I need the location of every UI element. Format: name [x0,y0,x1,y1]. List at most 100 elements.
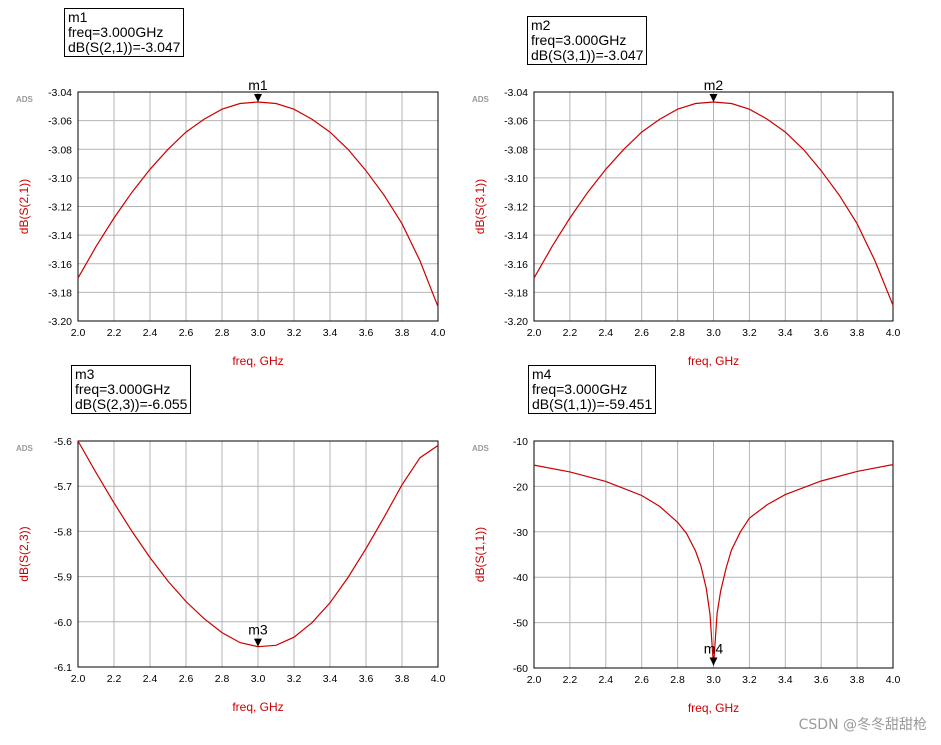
marker-readout-value: dB(S(2,3))=-6.055 [75,396,188,412]
x-tick-label: 3.0 [706,327,721,339]
y-tick-label: -40 [513,572,528,584]
marker-triangle [709,657,718,666]
plot-frame [533,91,894,322]
plot-frame [77,91,439,322]
x-tick-label: 4.0 [431,327,446,339]
y-tick-label: -3.16 [504,259,528,271]
marker-readout-value: dB(S(1,1))=-59.451 [532,396,653,412]
y-tick-label: -3.08 [48,144,72,156]
x-tick-label: 3.4 [778,674,793,686]
y-tick-label: -6.0 [54,617,72,629]
x-tick-label: 2.0 [71,327,86,339]
marker-readout-m4[interactable]: m4 freq=3.000GHz dB(S(1,1))=-59.451 [528,365,657,414]
x-tick-label: 2.0 [71,673,86,685]
y-axis-label: dB(S(2,3)) [17,526,31,581]
x-tick-label: 3.6 [814,674,829,686]
x-tick-label: 2.4 [598,674,613,686]
x-tick-label: 3.0 [251,673,266,685]
x-axis-label: freq, GHz [688,354,739,368]
plot-2: 2.0 2.2 2.4 2.6 2.8 3.0 3.2 3.4 3.6 3.8 4.0 -3.04 -3… [472,77,900,368]
y-tick-label: -10 [513,436,528,448]
x-tick-label: 3.6 [814,327,829,339]
x-tick-label: 2.8 [670,327,685,339]
marker-label: m1 [248,77,268,93]
x-tick-label: 3.8 [395,673,410,685]
marker-readout-name: m1 [68,9,88,25]
y-tick-label: -3.20 [48,316,72,328]
ads-logo: ADS [472,95,490,104]
plot-1: 2.0 2.2 2.4 2.6 2.8 3.0 3.2 3.4 3.6 3.8 4.0 -3.04 -3… [16,77,445,368]
x-tick-label: 3.4 [323,673,338,685]
x-tick-label: 3.4 [778,327,793,339]
x-tick-label: 2.2 [563,674,578,686]
x-tick-label: 2.2 [107,673,122,685]
marker-readout-freq: freq=3.000GHz [532,381,628,397]
marker-readout-name: m2 [531,17,551,33]
marker-readout-m1[interactable]: m1 freq=3.000GHz dB(S(2,1))=-3.047 [64,8,185,57]
x-tick-label: 2.4 [598,327,613,339]
y-tick-label: -50 [513,618,528,630]
x-tick-label: 3.2 [742,674,757,686]
x-tick-label: 2.4 [143,327,158,339]
x-tick-label: 3.2 [287,673,302,685]
y-tick-label: -3.10 [504,173,528,185]
y-tick-label: -30 [513,527,528,539]
y-tick-label: -20 [513,481,528,493]
y-axis-label: dB(S(2,1)) [17,179,31,234]
series-line [77,440,439,648]
x-tick-label: 3.6 [359,673,374,685]
y-tick-label: -5.8 [54,526,72,538]
x-tick-label: 4.0 [886,327,901,339]
marker-readout-freq: freq=3.000GHz [531,32,627,48]
marker-readout-name: m3 [75,366,95,382]
plot-3: 2.0 2.2 2.4 2.6 2.8 3.0 3.2 3.4 3.6 3.8 4.0 -5.6 -5.… [16,436,445,714]
x-tick-label: 3.8 [850,327,865,339]
x-tick-label: 4.0 [886,674,901,686]
y-tick-label: -5.6 [54,436,72,448]
x-axis-label: freq, GHz [232,700,283,714]
x-tick-label: 3.0 [251,327,266,339]
x-tick-label: 2.8 [215,673,230,685]
x-tick-label: 2.2 [107,327,122,339]
marker-readout-m3[interactable]: m3 freq=3.000GHz dB(S(2,3))=-6.055 [71,365,192,414]
x-tick-label: 2.4 [143,673,158,685]
marker-label: m4 [704,641,724,657]
x-tick-label: 3.6 [359,327,374,339]
y-tick-label: -6.1 [54,662,72,674]
ads-logo: ADS [16,444,34,453]
watermark: CSDN @冬冬甜甜枪 [798,717,927,733]
x-tick-label: 3.0 [706,674,721,686]
y-tick-label: -3.12 [48,202,72,214]
marker-readout-freq: freq=3.000GHz [75,381,171,397]
plot-frame [77,440,439,668]
x-tick-label: 4.0 [431,673,446,685]
x-tick-label: 3.8 [395,327,410,339]
x-tick-label: 2.8 [670,674,685,686]
marker-triangle [254,94,262,103]
marker-readout-value: dB(S(2,1))=-3.047 [68,39,181,55]
y-axis-label: dB(S(1,1)) [473,527,487,582]
x-tick-label: 2.0 [527,327,542,339]
y-tick-label: -60 [513,663,528,675]
plot-4: 2.0 2.2 2.4 2.6 2.8 3.0 3.2 3.4 3.6 3.8 4.0 -10 -20 -… [472,436,900,715]
plot-frame [533,440,894,669]
marker-readout-name: m4 [532,366,552,382]
x-axis-label: freq, GHz [688,701,739,715]
x-tick-label: 3.4 [323,327,338,339]
x-tick-label: 2.6 [179,673,194,685]
x-tick-label: 3.2 [742,327,757,339]
y-tick-label: -3.04 [504,87,528,99]
x-tick-label: 2.6 [634,674,649,686]
marker-readout-m2[interactable]: m2 freq=3.000GHz dB(S(3,1))=-3.047 [527,16,648,65]
x-tick-label: 2.6 [634,327,649,339]
y-tick-label: -5.7 [54,481,72,493]
x-tick-label: 2.0 [527,674,542,686]
x-tick-label: 3.8 [850,674,865,686]
x-axis-label: freq, GHz [232,354,283,368]
marker-triangle [254,638,262,647]
marker-readout-freq: freq=3.000GHz [68,24,164,40]
ads-logo: ADS [16,95,34,104]
y-tick-label: -3.08 [504,144,528,156]
x-tick-label: 2.6 [179,327,194,339]
